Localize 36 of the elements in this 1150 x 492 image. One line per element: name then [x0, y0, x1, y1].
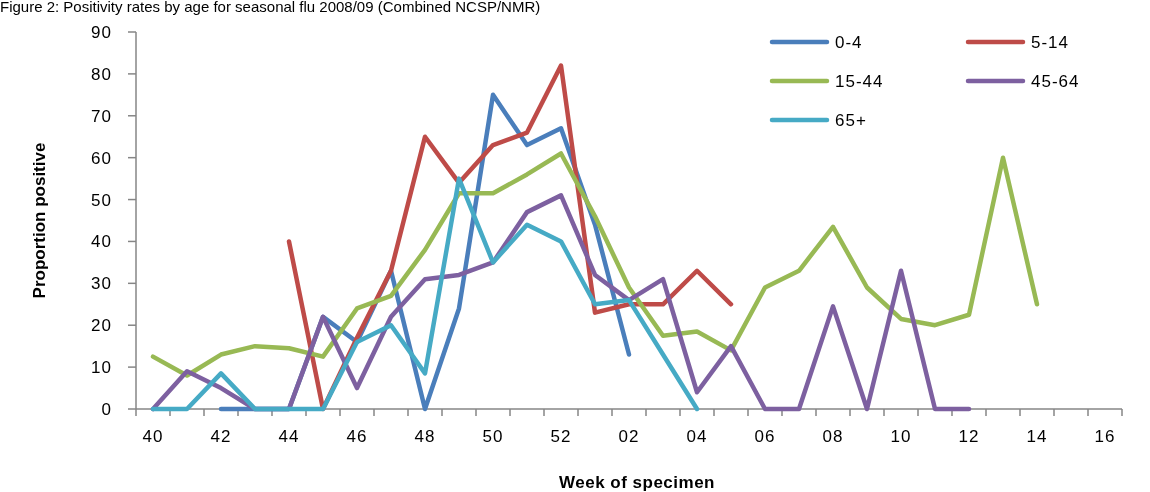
- x-tick-label: 44: [278, 427, 300, 446]
- legend-label: 5-14: [1031, 32, 1070, 52]
- x-tick-label: 40: [142, 427, 164, 446]
- y-tick-label: 70: [91, 106, 112, 126]
- x-axis-title: Week of specimen: [558, 473, 716, 492]
- line-series: [150, 176, 700, 412]
- legend-label: 15-44: [835, 71, 884, 91]
- x-tick-label: 42: [210, 427, 232, 446]
- y-tick-label: 60: [91, 148, 112, 168]
- legend-label: 65+: [835, 110, 867, 130]
- x-tick-label: 08: [822, 427, 844, 446]
- y-tick-label: 80: [91, 64, 112, 84]
- x-tick-label: 52: [550, 427, 572, 446]
- x-tick-label: 14: [1026, 427, 1048, 446]
- y-tick-label: 50: [91, 190, 112, 210]
- x-tick-label: 04: [686, 427, 708, 446]
- legend-label: 0-4: [835, 32, 863, 52]
- x-tick-label: 12: [958, 427, 980, 446]
- x-tick-label: 48: [414, 427, 436, 446]
- x-tick-label: 50: [482, 427, 504, 446]
- chart-title: Figure 2: Positivity rates by age for seasonal flu 2008/09 (Combined NCSP/NMR): [0, 0, 541, 15]
- x-tick-label: 16: [1094, 427, 1116, 446]
- y-axis-title: Proportion positive: [30, 142, 49, 299]
- y-tick-label: 30: [91, 274, 112, 294]
- y-tick-label: 90: [91, 22, 112, 42]
- line-series: [150, 193, 972, 412]
- y-tick-label: 20: [91, 316, 112, 336]
- x-tick-label: 10: [890, 427, 912, 446]
- x-tick-label: 46: [346, 427, 368, 446]
- x-tick-label: 06: [754, 427, 776, 446]
- line-series: [150, 151, 1040, 378]
- y-tick-label: 40: [91, 232, 112, 252]
- y-tick-label: 0: [101, 399, 112, 419]
- y-tick-label: 10: [91, 358, 112, 378]
- legend-label: 45-64: [1031, 71, 1080, 91]
- x-tick-label: 02: [618, 427, 640, 446]
